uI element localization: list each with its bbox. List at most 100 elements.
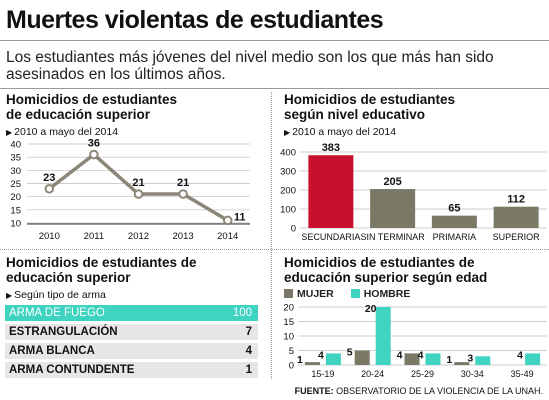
- data-point: [133, 189, 144, 199]
- y-tick-label: 40: [10, 140, 21, 151]
- arma-panel-note: ▶ Según tipo de arma: [6, 289, 106, 301]
- y-tick-label: 400: [280, 148, 296, 159]
- edad-legend: MUJER HOMBRE: [284, 288, 410, 300]
- bar-hombre: [325, 353, 341, 365]
- data-label: 4: [318, 349, 324, 361]
- x-tick-label: 25-29: [411, 369, 434, 379]
- nivel-panel-note: ▶ 2010 a mayo del 2014: [284, 126, 396, 138]
- y-tick-label: 100: [280, 205, 296, 216]
- nivel-panel-title: Homicidios de estudiantes según nivel ed…: [284, 92, 456, 122]
- y-tick-label: 25: [10, 179, 21, 190]
- y-tick-label: 0: [291, 224, 296, 235]
- triangle-icon: ▶: [6, 291, 13, 300]
- data-label: 20: [365, 303, 377, 315]
- x-tick-label: SECUNDARIA: [301, 232, 360, 242]
- legend-label-mujer: MUJER: [297, 288, 334, 300]
- data-label: 5: [347, 347, 353, 359]
- y-tick-label: 10: [283, 332, 294, 343]
- data-label: 21: [177, 177, 189, 189]
- page-title: Muertes violentas de estudiantes: [6, 6, 384, 34]
- x-tick-label: 2014: [217, 231, 238, 242]
- table-row: ARMA CONTUNDENTE 1: [5, 362, 258, 378]
- title-divider: [0, 40, 549, 41]
- panel-divider-vertical: [271, 92, 272, 379]
- y-tick-label: 30: [10, 166, 21, 177]
- row-value: 7: [245, 326, 252, 338]
- data-label: 1: [297, 354, 303, 366]
- data-point: [89, 149, 99, 160]
- x-tick-label: SIN TERMINAR: [360, 232, 425, 242]
- y-tick-label: 300: [280, 167, 296, 178]
- data-label: 383: [322, 142, 340, 154]
- data-label: 4: [397, 349, 403, 361]
- row-value: 100: [232, 307, 252, 319]
- row-value: 1: [245, 364, 252, 376]
- superior-panel-title: Homicidios de estudiantes de educación s…: [6, 92, 178, 122]
- data-label: 21: [132, 177, 144, 189]
- data-label: 11: [234, 211, 246, 223]
- x-tick-label: SUPERIOR: [493, 232, 541, 242]
- page-subtitle: Los estudiantes más jóvenes del nivel me…: [6, 49, 494, 83]
- bar-hombre: [425, 353, 441, 365]
- source-note: FUENTE: OBSERVATORIO DE LA VIOLENCIA DE …: [295, 386, 543, 396]
- y-tick-label: 15: [283, 317, 294, 328]
- data-label: 4: [418, 349, 424, 361]
- bar: [431, 215, 477, 228]
- y-tick-label: 200: [280, 186, 296, 197]
- row-label: ESTRANGULACIÓN: [9, 326, 118, 338]
- edad-bar-chart: 0 5 10 15 20 1 4 15-19 5 20 20-24 4 4 25-29 1 3 30-34 4 35…: [283, 303, 547, 379]
- legend-label-hombre: HOMBRE: [363, 288, 411, 300]
- x-tick-label: 2010: [39, 231, 60, 242]
- y-tick-label: 0: [289, 361, 294, 372]
- table-row: ESTRANGULACIÓN 7: [5, 324, 258, 340]
- arma-note-text: Según tipo de arma: [14, 289, 106, 301]
- x-tick-label: 30-34: [461, 369, 484, 379]
- source-label: FUENTE:: [294, 386, 334, 396]
- y-tick-label: 10: [10, 219, 21, 230]
- nivel-bar-chart: 0 100 200 300 400 383 SECUNDARIA 205 SIN TERMINA…: [280, 142, 547, 242]
- superior-note-text: 2010 a mayo del 2014: [14, 126, 119, 138]
- x-tick-label: 2011: [84, 231, 104, 242]
- data-point: [222, 215, 233, 226]
- x-tick-label: 35-49: [511, 369, 534, 379]
- data-label: 65: [448, 203, 460, 215]
- edad-panel-title: Homicidios de estudiantes de educación s…: [284, 255, 488, 285]
- data-label: 3: [467, 352, 473, 364]
- data-label: 112: [507, 194, 525, 206]
- y-tick-label: 35: [10, 153, 21, 164]
- bar-hombre: [525, 353, 541, 365]
- row-label: ARMA BLANCA: [9, 345, 95, 357]
- triangle-icon: ▶: [6, 128, 13, 137]
- table-row: ARMA DE FUEGO 100: [5, 305, 258, 321]
- data-label: 1: [446, 354, 452, 366]
- bar: [370, 189, 416, 228]
- data-label: 23: [43, 172, 55, 184]
- data-point: [44, 183, 55, 194]
- y-tick-label: 5: [289, 346, 294, 357]
- x-tick-label: PRIMARIA: [433, 232, 477, 242]
- data-point: [178, 189, 188, 199]
- data-label: 36: [88, 138, 100, 150]
- bar-mujer: [304, 362, 320, 365]
- table-row: ARMA BLANCA 4: [5, 343, 258, 359]
- x-tick-label: 2012: [128, 231, 149, 242]
- data-label: 4: [517, 349, 523, 361]
- bar-mujer: [354, 350, 370, 365]
- bar-mujer: [404, 353, 420, 365]
- y-tick-label: 20: [10, 192, 21, 203]
- triangle-icon: ▶: [284, 128, 291, 137]
- superior-panel-note: ▶ 2010 a mayo del 2014: [6, 126, 118, 138]
- source-text: OBSERVATORIO DE LA VIOLENCIA DE LA UNAH.: [336, 386, 543, 396]
- bar-mujer: [454, 362, 470, 365]
- legend-swatch-hombre: [350, 289, 360, 298]
- bar-hombre: [475, 356, 491, 365]
- x-tick-label: 15-19: [311, 369, 334, 379]
- panel-divider-horizontal: [0, 249, 549, 250]
- x-tick-label: 20-24: [361, 369, 384, 379]
- nivel-note-text: 2010 a mayo del 2014: [292, 126, 397, 138]
- bar: [493, 206, 539, 228]
- row-value: 4: [245, 345, 252, 357]
- row-label: ARMA DE FUEGO: [9, 307, 105, 319]
- subtitle-divider: [0, 88, 549, 89]
- x-tick-label: 2013: [173, 231, 194, 242]
